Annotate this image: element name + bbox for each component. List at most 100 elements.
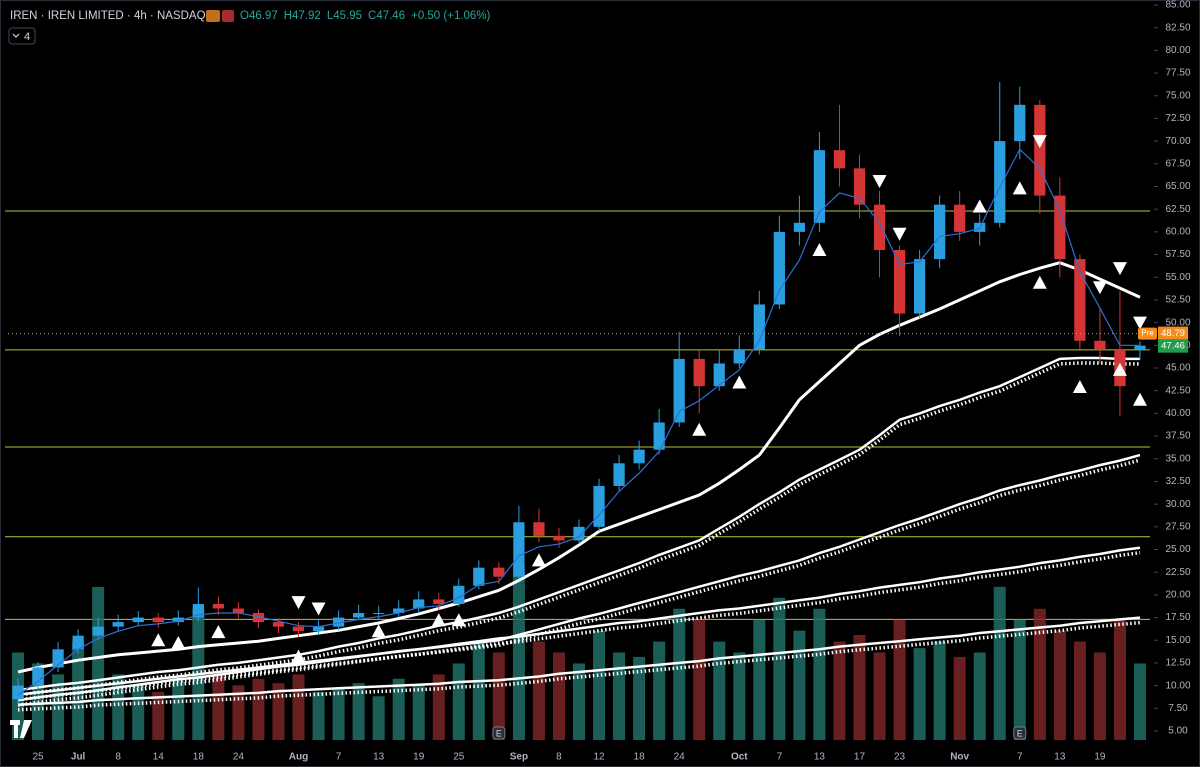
volume-bar: [532, 641, 545, 740]
volume-bar: [853, 635, 866, 740]
volume-bar: [913, 648, 926, 740]
candle-body: [172, 617, 184, 623]
candle-body: [453, 585, 465, 604]
volume-bar: [613, 652, 626, 740]
volume-bar: [1113, 619, 1126, 740]
x-tick-label: 18: [634, 752, 646, 763]
up-signal: [1132, 392, 1147, 406]
indicator-toggle[interactable]: [8, 27, 36, 45]
candle-body: [1054, 195, 1066, 260]
candle-body: [132, 617, 144, 623]
y-tick-label: 80.00: [1165, 45, 1190, 56]
volume-bar: [372, 696, 385, 740]
y-tick-label: 60.00: [1165, 227, 1190, 238]
ma-line: [17, 261, 1141, 674]
overlay-layer: [8, 135, 1150, 696]
x-tick-label: 7: [777, 752, 783, 763]
down-signal: [1032, 135, 1047, 149]
x-tick-label: Sep: [510, 752, 528, 763]
chevron-icon: [12, 33, 20, 38]
ohlc-value: C47.46: [368, 10, 405, 22]
pre-price-label: 48.79: [1161, 328, 1185, 339]
ohlc-value: O46.97: [240, 10, 278, 22]
volume-bar: [332, 687, 345, 740]
x-tick-label: 24: [674, 752, 686, 763]
ma-cross-line: [17, 361, 1140, 697]
y-tick-label: 5.00: [1168, 726, 1188, 737]
candle-body: [12, 685, 24, 700]
candle-body: [954, 204, 966, 232]
candle-body: [673, 358, 685, 423]
volume-bar: [432, 674, 445, 740]
candle-body: [1094, 340, 1106, 350]
volume-bar: [973, 652, 986, 740]
volume-bar: [172, 678, 185, 740]
x-tick-label: Jul: [71, 752, 86, 763]
y-tick-label: 40.00: [1165, 408, 1190, 419]
candle-body: [553, 535, 565, 541]
y-tick-label: 75.00: [1165, 90, 1190, 101]
candle-body: [92, 626, 104, 636]
ma-line: [17, 361, 1140, 697]
y-tick-label: 77.50: [1165, 68, 1190, 79]
candle-body: [753, 304, 765, 350]
volume-bar: [1073, 641, 1086, 740]
ohlc-value: H47.92: [284, 10, 321, 22]
y-tick-label: 27.50: [1165, 521, 1190, 532]
y-tick-label: 15.00: [1165, 635, 1190, 646]
candle-body: [353, 613, 365, 618]
volume-bar: [352, 683, 365, 740]
up-signal: [291, 649, 306, 663]
volume-bar: [72, 641, 85, 740]
candle-body: [934, 204, 946, 260]
volume-bar: [993, 586, 1006, 740]
volume-bar: [252, 678, 265, 740]
candle-body: [272, 622, 285, 627]
up-signal: [211, 625, 226, 639]
down-signal: [311, 602, 326, 616]
x-tick-label: Oct: [731, 752, 748, 763]
ma-line: [17, 356, 1140, 692]
ma-line: [17, 458, 1141, 702]
volume-bar: [412, 685, 425, 740]
x-tick-label: 8: [115, 752, 121, 763]
logo-part: [20, 720, 32, 738]
y-tick-label: 12.50: [1165, 658, 1190, 669]
volume-bar: [552, 652, 565, 740]
candle-body: [733, 349, 745, 364]
volume-bar: [1133, 663, 1146, 740]
x-tick-label: 25: [32, 752, 44, 763]
up-signal: [732, 375, 747, 389]
candle-body: [152, 617, 164, 623]
y-tick-label: 82.50: [1165, 22, 1190, 33]
down-signal: [1132, 316, 1147, 330]
x-tick-label: 19: [1094, 752, 1106, 763]
candle-body: [332, 617, 345, 627]
volume-bar: [953, 656, 966, 740]
y-tick-label: 65.00: [1165, 181, 1190, 192]
x-tick-label: 7: [336, 752, 342, 763]
volume-bar: [933, 641, 946, 740]
x-tick-label: 17: [854, 752, 866, 763]
y-tick-label: 50.00: [1165, 317, 1190, 328]
candle-body: [1134, 345, 1146, 351]
volume-bar: [733, 652, 746, 740]
volume-bar: [1033, 608, 1046, 740]
volume-bar: [512, 565, 525, 740]
volume-bar: [232, 685, 245, 740]
up-signal: [451, 613, 466, 627]
candle-body: [1014, 104, 1026, 142]
earnings-label: E: [1017, 728, 1023, 738]
y-tick-label: 62.50: [1165, 204, 1190, 215]
candle-body: [373, 613, 385, 615]
volume-bar: [833, 641, 846, 740]
y-tick-label: 20.00: [1165, 590, 1190, 601]
volume-bar: [572, 663, 586, 740]
up-signal: [151, 633, 166, 647]
candle-body: [292, 626, 305, 632]
y-tick-label: 52.50: [1165, 295, 1190, 306]
x-tick-label: Nov: [950, 752, 969, 763]
up-signal: [431, 613, 446, 627]
y-tick-label: 30.00: [1165, 499, 1190, 510]
